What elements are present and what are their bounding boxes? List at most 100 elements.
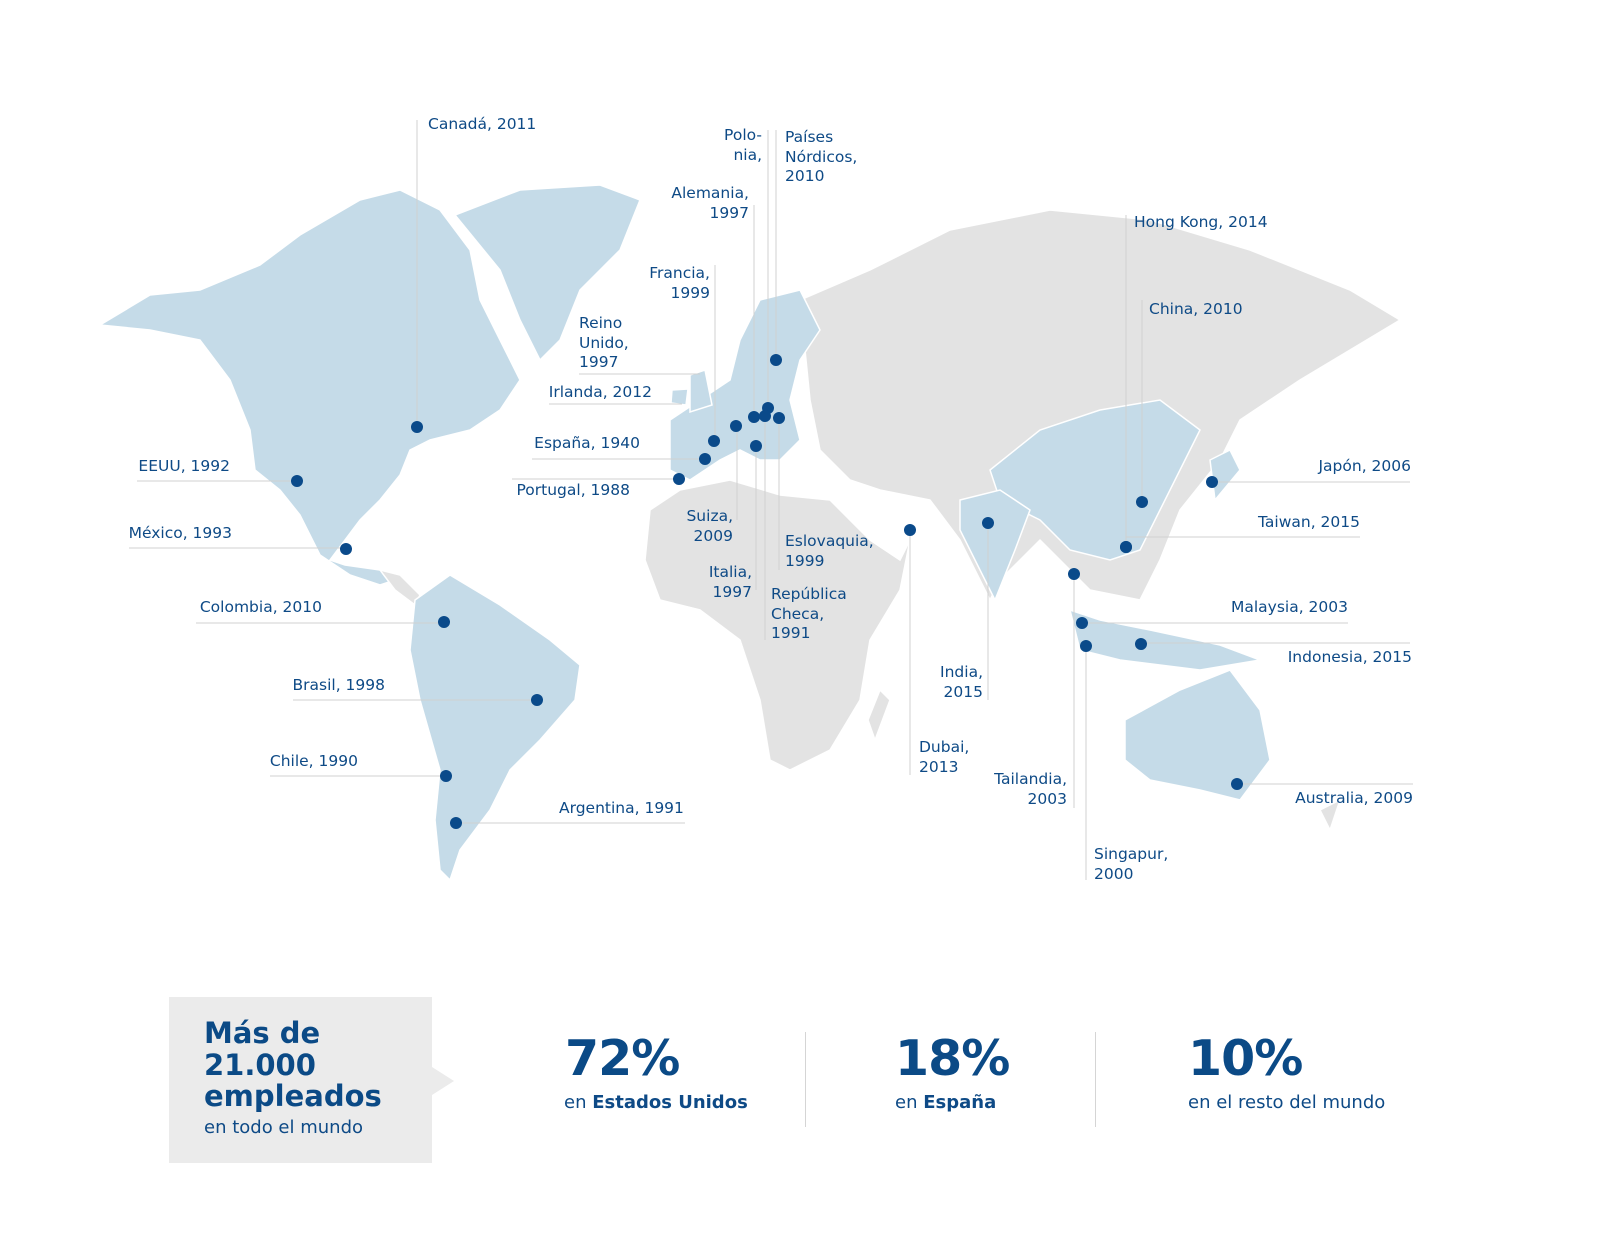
stat-text: en Estados Unidos (564, 1092, 748, 1113)
label-line: nia, (733, 145, 762, 164)
office-dot (450, 817, 462, 829)
india (959, 489, 1031, 602)
headline-line: Más de (204, 1016, 321, 1050)
label-line: España, 1940 (534, 434, 640, 452)
office-dot (1068, 568, 1080, 580)
headline: Más de 21.000 empleados (204, 1016, 382, 1113)
label-line: Argentina, 1991 (559, 799, 684, 817)
label-line: Colombia, 2010 (199, 598, 322, 616)
label-line: Unido, (579, 333, 629, 352)
north-america (97, 189, 521, 586)
label-line: 1991 (771, 624, 811, 642)
location-label: Brasil, 1998 (293, 676, 386, 696)
office-dot (708, 435, 720, 447)
office-dot (773, 412, 785, 424)
label-line: Checa, (771, 604, 825, 623)
label-line: 1999 (670, 283, 710, 302)
location-label: China, 2010 (1149, 300, 1243, 320)
label-line: Irlanda, 2012 (548, 383, 652, 401)
japan (1209, 448, 1241, 502)
label-line: Reino (579, 314, 623, 332)
office-dot (904, 524, 916, 536)
uk (689, 369, 713, 414)
label-line: Canadá, 2011 (428, 115, 537, 133)
label-line: Tailandia, (994, 770, 1067, 788)
location-label: Tailandia, 2003 (994, 770, 1067, 809)
office-dot (340, 543, 352, 555)
madagascar (867, 688, 891, 743)
label-line: 1997 (712, 582, 752, 601)
location-label: Malaysia, 2003 (1231, 598, 1348, 618)
label-line: Alemania, (671, 184, 749, 202)
location-label: Taiwan, 2015 (1258, 513, 1360, 533)
location-label: Australia, 2009 (1295, 789, 1413, 809)
australia (1124, 669, 1271, 801)
office-dot (291, 475, 303, 487)
label-line: Brasil, 1998 (292, 676, 386, 694)
summary-box (169, 997, 432, 1163)
location-label: EEUU, 1992 (138, 457, 230, 477)
label-line: 2015 (943, 682, 983, 701)
label-line: 1999 (785, 551, 825, 570)
label-line: Chile, 1990 (269, 752, 358, 770)
location-label: México, 1993 (129, 524, 232, 544)
label-line: Francia, (649, 264, 710, 282)
location-label: Países Nórdicos, 2010 (785, 128, 857, 187)
label-line: Polo- (724, 126, 762, 144)
location-label: Dubai, 2013 (919, 738, 969, 777)
office-dot (748, 411, 760, 423)
location-label: Eslovaquia, 1999 (785, 532, 874, 571)
location-label: India, 2015 (940, 663, 983, 702)
office-dot (673, 473, 685, 485)
office-dot (750, 440, 762, 452)
label-line: Indonesia, 2015 (1287, 648, 1412, 666)
central-america (378, 568, 421, 607)
office-dot (531, 694, 543, 706)
label-line: 2000 (1094, 864, 1134, 883)
label-line: Taiwan, 2015 (1257, 513, 1360, 531)
label-line: Malaysia, 2003 (1230, 598, 1348, 616)
location-label: Reino Unido, 1997 (579, 314, 629, 373)
location-label: Portugal, 1988 (517, 481, 631, 501)
office-dot (730, 420, 742, 432)
label-line: 2010 (785, 167, 825, 185)
label-line: Eslovaquia, (785, 532, 874, 550)
southeast-asia (1068, 608, 1263, 671)
office-dot (1080, 640, 1092, 652)
label-line: 2009 (693, 526, 733, 545)
divider (805, 1032, 806, 1127)
office-dot (982, 517, 994, 529)
office-dot (440, 770, 452, 782)
location-label: Indonesia, 2015 (1288, 648, 1412, 668)
stat-value: 10% (1188, 1030, 1303, 1087)
label-line: Portugal, 1988 (516, 481, 631, 499)
location-label: Colombia, 2010 (200, 598, 322, 618)
south-america (409, 574, 581, 882)
office-dot (1206, 476, 1218, 488)
location-label: Francia, 1999 (649, 264, 710, 303)
stat-place: España (923, 1092, 997, 1113)
location-label: Hong Kong, 2014 (1134, 213, 1268, 233)
label-line: Hong Kong, 2014 (1134, 213, 1268, 231)
office-dot (1076, 617, 1088, 629)
asia (799, 209, 1402, 602)
headline-line: 21.000 (204, 1047, 316, 1082)
divider (1095, 1032, 1096, 1127)
label-line: China, 2010 (1149, 300, 1243, 318)
office-dot (759, 410, 771, 422)
office-dot (1120, 541, 1132, 553)
location-label: Polo-nia, (724, 126, 762, 165)
stat-text: en el resto del mundo (1188, 1092, 1386, 1113)
location-label: Canadá, 2011 (428, 115, 536, 135)
label-line: República (771, 585, 847, 603)
office-dot (1136, 496, 1148, 508)
label-line: EEUU, 1992 (138, 457, 230, 475)
headline-line: empleados (204, 1079, 382, 1113)
stat-prefix: en (895, 1092, 918, 1113)
location-label: Italia, 1997 (709, 563, 752, 602)
label-line: 2003 (1027, 789, 1067, 808)
office-dot (699, 453, 711, 465)
office-dot (438, 616, 450, 628)
europe (669, 289, 821, 481)
